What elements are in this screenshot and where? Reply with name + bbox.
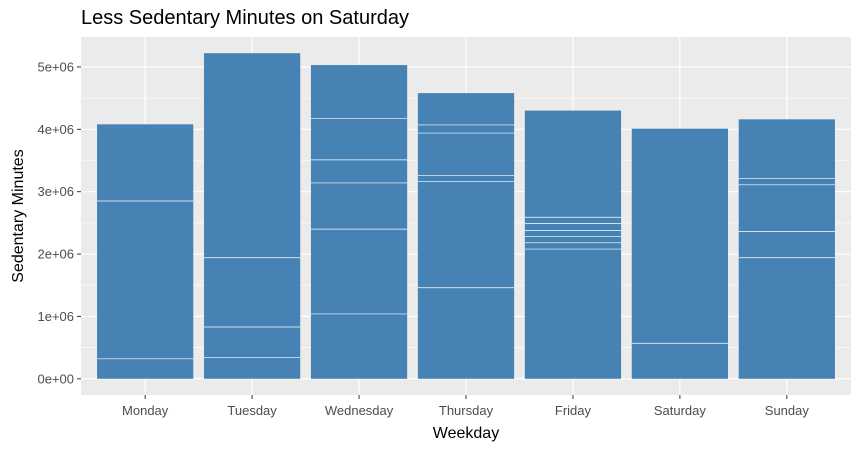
x-axis-title: Weekday (433, 425, 499, 442)
y-axis: 0e+00 1e+06 2e+06 3e+06 4e+06 5e+06 (37, 59, 81, 386)
x-tick-label: Thursday (439, 403, 494, 418)
y-tick-label: 1e+06 (37, 309, 74, 324)
bar-monday (97, 124, 194, 379)
bar-thursday (417, 93, 515, 379)
y-tick-label: 0e+00 (37, 371, 74, 386)
chart-title: Less Sedentary Minutes on Saturday (81, 7, 409, 29)
bar-wednesday (310, 65, 408, 379)
y-tick-label: 3e+06 (37, 184, 74, 199)
y-tick-label: 5e+06 (37, 59, 74, 74)
bars-group (97, 53, 835, 379)
x-tick-label: Monday (122, 403, 169, 418)
y-tick-label: 2e+06 (37, 247, 74, 262)
x-axis: Monday Tuesday Wednesday Thursday Friday Satu… (122, 395, 809, 418)
x-tick-label: Sunday (765, 403, 810, 418)
y-axis-title: Sedentary Minutes (10, 149, 27, 282)
x-tick-label: Saturday (654, 403, 707, 418)
x-tick-label: Tuesday (227, 403, 277, 418)
bar-friday (524, 110, 622, 379)
y-tick-label: 4e+06 (37, 122, 74, 137)
x-tick-label: Friday (555, 403, 592, 418)
bar-saturday (631, 128, 729, 379)
bar-tuesday (203, 53, 301, 379)
bar-sunday (738, 119, 835, 379)
x-tick-label: Wednesday (325, 403, 394, 418)
